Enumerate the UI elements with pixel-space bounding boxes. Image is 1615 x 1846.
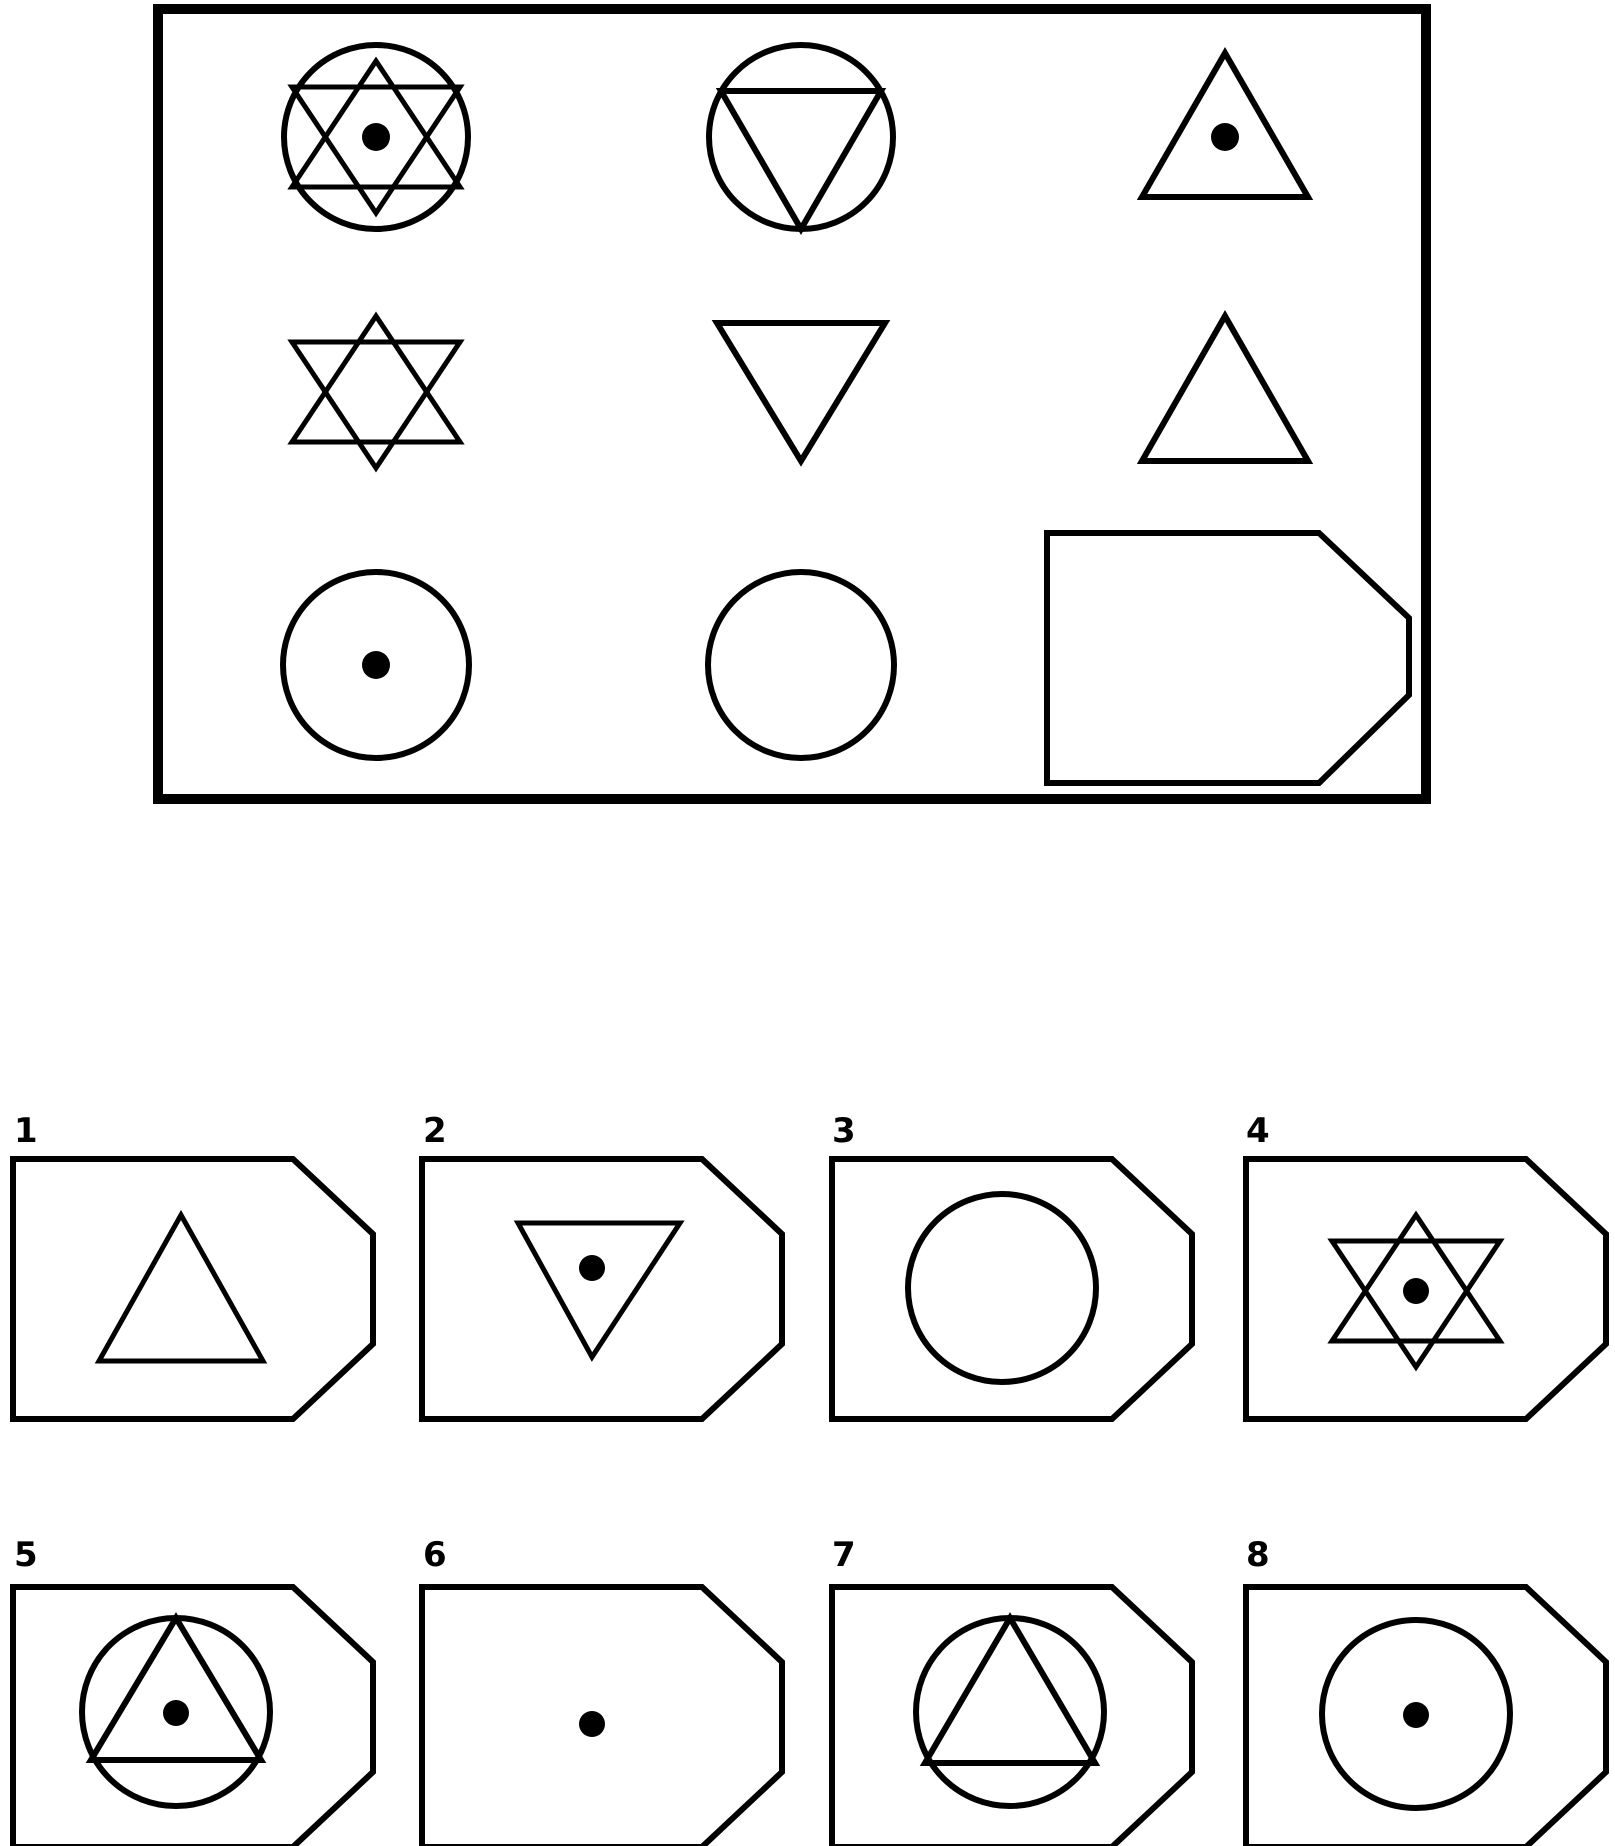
option-4[interactable] (1246, 1159, 1606, 1419)
circle-shape (281, 42, 471, 232)
circle-shape (705, 569, 897, 761)
matrix-cell-2-3 (1136, 309, 1314, 464)
option-7[interactable] (832, 1587, 1192, 1846)
center-dot (1403, 1278, 1429, 1304)
circle-shape (1319, 1617, 1513, 1811)
matrix-cell-1-1 (281, 42, 471, 232)
triangle-shape (94, 1209, 268, 1364)
option-label: 8 (1246, 1535, 1270, 1575)
option-1[interactable] (13, 1159, 373, 1419)
option-label: 4 (1246, 1111, 1270, 1151)
matrix-cell-1-2 (706, 42, 896, 235)
option-3[interactable] (832, 1159, 1192, 1419)
matrix-cell-1-3 (1136, 46, 1314, 200)
option-label: 1 (14, 1111, 38, 1151)
matrix-cell-3-1 (280, 569, 472, 761)
inverted-triangle-shape (513, 1220, 685, 1362)
matrix-frame (153, 4, 1431, 804)
triangle-shape (85, 1612, 267, 1763)
option-label: 3 (832, 1111, 856, 1151)
center-dot (1211, 123, 1239, 151)
option-label: 6 (423, 1535, 447, 1575)
option-label: 7 (832, 1535, 856, 1575)
star-shape (292, 316, 460, 468)
circle-shape (905, 1191, 1099, 1385)
matrix-cell-2-2 (711, 320, 891, 467)
option-6[interactable] (422, 1587, 782, 1846)
matrix-cell-3-2 (705, 569, 897, 761)
triangle-shape (1136, 309, 1314, 464)
center-dot (579, 1255, 605, 1281)
matrix-cell-3-3-missing (1044, 530, 1412, 786)
center-dot (362, 123, 390, 151)
option-label: 2 (423, 1111, 447, 1151)
option-5[interactable] (13, 1587, 373, 1846)
center-dot (579, 1711, 605, 1737)
triangle-shape (1136, 46, 1314, 200)
inverted-triangle-shape (715, 88, 887, 235)
matrix-cell-2-1 (292, 316, 460, 468)
center-dot (163, 1700, 189, 1726)
circle-shape (913, 1615, 1107, 1809)
center-dot (1403, 1702, 1429, 1728)
option-2[interactable] (422, 1159, 782, 1419)
option-label: 5 (14, 1535, 38, 1575)
center-dot (362, 651, 390, 679)
circle-shape (280, 569, 472, 761)
triangle-shape (919, 1612, 1101, 1766)
inverted-triangle-shape (711, 320, 891, 467)
option-8[interactable] (1246, 1587, 1606, 1846)
circle-shape (706, 42, 896, 232)
